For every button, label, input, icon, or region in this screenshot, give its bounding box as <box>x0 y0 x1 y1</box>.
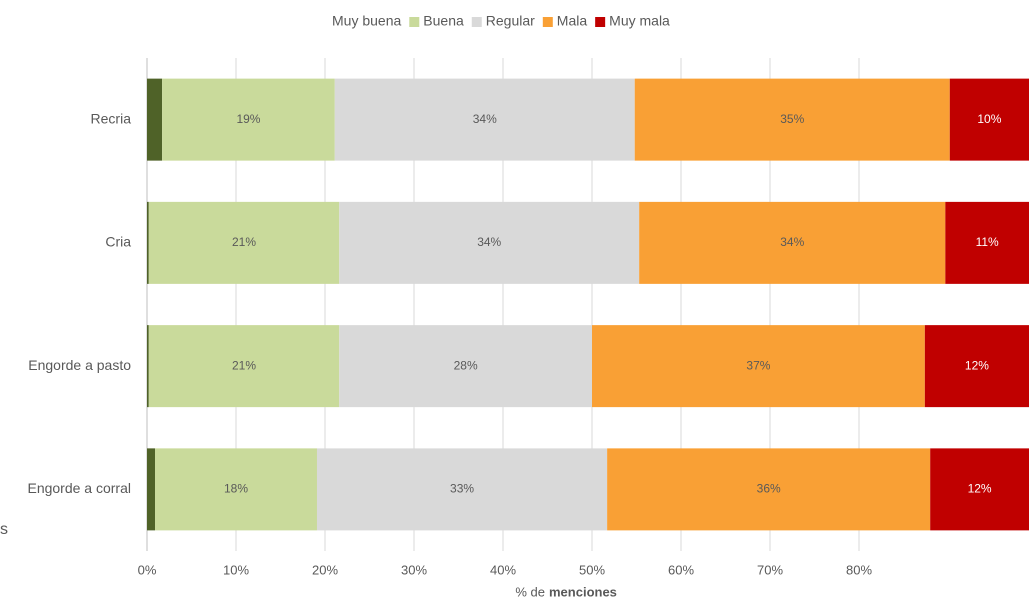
legend-label: Regular <box>486 13 535 29</box>
legend-label: Mala <box>557 13 588 29</box>
data-label: 34% <box>477 235 501 249</box>
data-label: 37% <box>746 358 770 372</box>
data-label: 35% <box>780 112 804 126</box>
data-label: 18% <box>224 482 248 496</box>
bar-segment <box>339 201 640 284</box>
x-tick-label: 70% <box>757 562 783 577</box>
bar-segment <box>148 201 340 284</box>
y-tick-label: Recria <box>91 110 132 126</box>
bar-segment <box>949 78 1029 161</box>
x-tick-label: 50% <box>579 562 605 577</box>
data-label: 11% <box>976 235 999 249</box>
legend-label: Buena <box>423 13 464 29</box>
legend-swatch <box>542 17 553 27</box>
annotation: s <box>0 521 8 538</box>
y-tick-label: Engorde a corral <box>27 480 131 496</box>
x-tick-label: 40% <box>490 562 516 577</box>
x-tick-label: 20% <box>312 562 338 577</box>
x-tick-label: 80% <box>846 562 872 577</box>
bar-segment <box>162 78 335 161</box>
x-axis-label-bold: menciones <box>549 584 617 599</box>
data-label: 10% <box>977 112 1001 126</box>
legend-label: Muy mala <box>609 13 670 29</box>
bar-segment <box>924 325 1029 408</box>
bar-segment <box>945 201 1029 284</box>
bar-segment <box>147 201 149 284</box>
data-label: 21% <box>232 235 256 249</box>
x-tick-label: 30% <box>401 562 427 577</box>
legend-swatch <box>471 17 482 27</box>
bar-segment <box>634 78 950 161</box>
bar-segment <box>334 78 635 161</box>
bar-segment <box>607 448 931 531</box>
bar-segment <box>930 448 1029 531</box>
y-tick-label: Cria <box>105 234 131 250</box>
x-axis-label: % de <box>515 584 545 599</box>
data-label: 19% <box>236 112 260 126</box>
x-tick-label: 10% <box>223 562 249 577</box>
data-label: 28% <box>454 358 478 372</box>
data-label: 33% <box>450 482 474 496</box>
data-label: 12% <box>965 358 989 372</box>
legend-label: Muy buena <box>332 13 401 29</box>
bar-segment <box>155 448 317 531</box>
bar-segment <box>316 448 608 531</box>
legend-swatch <box>409 17 420 27</box>
x-tick-label: 60% <box>668 562 694 577</box>
bar-segment <box>148 325 340 408</box>
data-label: 21% <box>232 358 256 372</box>
bar-segment <box>639 201 946 284</box>
data-label: 12% <box>968 482 992 496</box>
data-label: 34% <box>473 112 497 126</box>
bar-segment <box>592 325 925 408</box>
legend-swatch <box>595 17 606 27</box>
bar-segment <box>339 325 592 408</box>
x-tick-label: 0% <box>138 562 157 577</box>
bar-segment <box>147 325 149 408</box>
bar-segment <box>147 78 163 161</box>
y-tick-label: Engorde a pasto <box>28 357 131 373</box>
data-label: 36% <box>757 482 781 496</box>
data-label: 34% <box>780 235 804 249</box>
bar-segment <box>147 448 156 531</box>
